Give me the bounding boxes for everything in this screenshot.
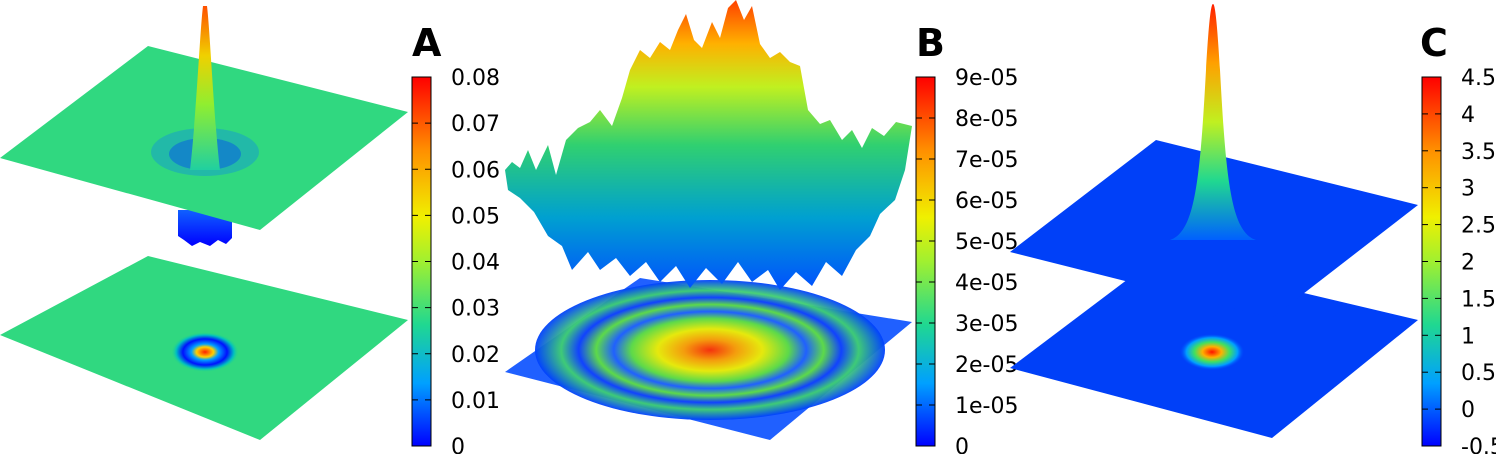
- panel-b-colorbar-tick-label: 2e-05: [955, 353, 1018, 378]
- panel-c-colorbar-tick-label: 2: [1461, 251, 1475, 276]
- panel-a-colorbar-tick-label: 0.07: [451, 112, 500, 137]
- panel-a-colorbar-tick-label: 0.04: [451, 251, 500, 276]
- panel-c-colorbar-tick-label: 0.5: [1461, 361, 1496, 386]
- panel-a-colorbar-tick-label: 0.03: [451, 297, 500, 322]
- panel-c-colorbar-tick-label: 0: [1461, 398, 1475, 423]
- panel-a-colorbar-tick-label: 0.01: [451, 389, 500, 414]
- panel-a: A 0 0.01 0.02 0.03 0.04 0.05 0.06 0.07 0.08: [0, 6, 500, 454]
- panel-b-colorbar-tick-label: 8e-05: [955, 107, 1018, 132]
- panel-b-colorbar: [915, 76, 936, 447]
- panel-c-colorbar-tick-label: 1: [1461, 324, 1475, 349]
- panel-c-colorbar-tick-label: 4: [1461, 103, 1475, 128]
- panel-c-peak: [1170, 4, 1256, 240]
- panel-b-label: B: [916, 21, 945, 65]
- panel-c-colorbar-tick-label: 2.5: [1461, 214, 1496, 239]
- panel-c-colorbar-tick-label: 1.5: [1461, 287, 1496, 312]
- panel-a-colorbar-tick-label: 0.08: [451, 66, 500, 91]
- panel-b-colorbar-tick-label: 4e-05: [955, 271, 1018, 296]
- panel-b-colorbar-tick-label: 1e-05: [955, 394, 1018, 419]
- panel-c-label: C: [1420, 21, 1448, 65]
- panel-c-colorbar-ticks: -0.5 0 0.5 1 1.5 2 2.5 3 3.5 4 4.5: [1422, 66, 1496, 454]
- panel-b-colorbar-ticks: 0 1e-05 2e-05 3e-05 4e-05 5e-05 6e-05 7e-05 8e-0…: [916, 66, 1018, 454]
- panel-a-colorbar-tick-label: 0: [451, 435, 465, 454]
- panel-b-projection-rings: [535, 280, 885, 420]
- panel-b: B 0 1e-05 2e-05 3e-05 4e-05 5e-05 6e-05 7e-05 8e…: [505, 0, 1018, 454]
- panel-c-projection-spot: [1180, 334, 1244, 370]
- panel-b-colorbar-tick-label: 7e-05: [955, 148, 1018, 173]
- panel-a-colorbar-tick-label: 0.05: [451, 204, 500, 229]
- panel-a-colorbar-tick-label: 0.02: [451, 343, 500, 368]
- panel-b-colorbar-tick-label: 5e-05: [955, 230, 1018, 255]
- panel-c: C -0.5 0 0.5 1 1.5 2 2.5 3 3.5 4 4.5: [1010, 4, 1496, 454]
- panel-c-colorbar-tick-label: 4.5: [1461, 66, 1496, 91]
- panel-a-projection-spot: [171, 332, 239, 372]
- panel-a-colorbar-tick-label: 0.06: [451, 158, 500, 183]
- panel-c-colorbar-tick-label: 3: [1461, 177, 1475, 202]
- panel-a-label: A: [412, 21, 442, 65]
- panel-a-colorbar-ticks: 0 0.01 0.02 0.03 0.04 0.05 0.06 0.07 0.08: [412, 66, 500, 454]
- panel-b-colorbar-tick-label: 9e-05: [955, 66, 1018, 91]
- panel-b-surface: [505, 0, 912, 290]
- panel-c-colorbar-tick-label: -0.5: [1461, 435, 1496, 454]
- panel-c-colorbar-tick-label: 3.5: [1461, 140, 1496, 165]
- panel-b-colorbar-tick-label: 0: [955, 435, 969, 454]
- panel-b-colorbar-tick-label: 6e-05: [955, 189, 1018, 214]
- panel-b-colorbar-tick-label: 3e-05: [955, 312, 1018, 337]
- panel-a-peak: [190, 6, 220, 170]
- panel-a-negative-tail: [178, 210, 232, 246]
